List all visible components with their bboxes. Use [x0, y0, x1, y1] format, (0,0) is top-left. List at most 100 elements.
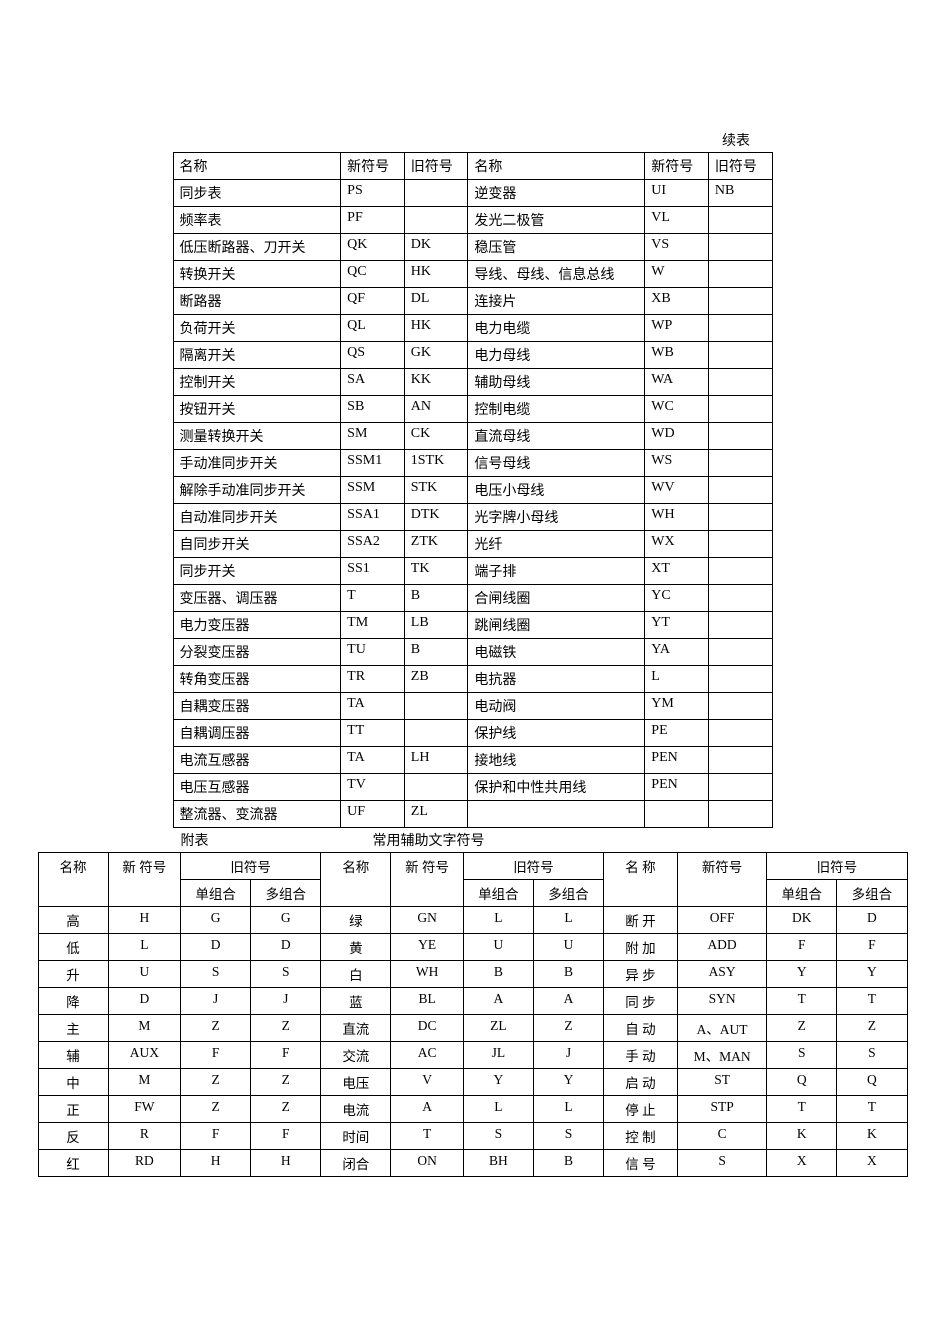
table1-cell: WS [645, 450, 709, 477]
table1-cell: KK [404, 369, 468, 396]
table-row: 负荷开关QLHK电力电缆WP [173, 315, 772, 342]
table1-cell: B [404, 639, 468, 666]
table1-cell: 自耦变压器 [173, 693, 341, 720]
table1-cell [708, 288, 772, 315]
table1-cell: 电流互感器 [173, 747, 341, 774]
table2-cell: Y [463, 1069, 533, 1096]
table1-cell [708, 450, 772, 477]
table1-cell [708, 423, 772, 450]
table2-cell: S [677, 1150, 766, 1177]
table1-cell: QF [341, 288, 405, 315]
table1-cell: 电压小母线 [468, 477, 645, 504]
table2-cell: A [463, 988, 533, 1015]
table2-cell: M [108, 1015, 180, 1042]
table1-cell: LB [404, 612, 468, 639]
table1-cell: 端子排 [468, 558, 645, 585]
table2-cell: X [837, 1150, 907, 1177]
table-row: 电力变压器TMLB跳闸线圈YT [173, 612, 772, 639]
table2-cell: SYN [677, 988, 766, 1015]
table2-header-cell: 名称 [38, 853, 108, 907]
table1-cell: 隔离开关 [173, 342, 341, 369]
table1-cell: 自动准同步开关 [173, 504, 341, 531]
table1-cell: 电力电缆 [468, 315, 645, 342]
table1-cell: ZB [404, 666, 468, 693]
table2-cell: D [251, 934, 321, 961]
table2-subheader-cell: 单组合 [767, 880, 837, 907]
table1-cell: XT [645, 558, 709, 585]
table1-cell: DK [404, 234, 468, 261]
table2-cell: 降 [38, 988, 108, 1015]
table1-cell: 分裂变压器 [173, 639, 341, 666]
table1-cell [708, 342, 772, 369]
table2-cell: 手 动 [604, 1042, 678, 1069]
table2-cell: 异 步 [604, 961, 678, 988]
table-row: 断路器QFDL连接片XB [173, 288, 772, 315]
table2-header-cell: 新 符号 [108, 853, 180, 907]
table1-cell [645, 801, 709, 828]
table-row: 测量转换开关SMCK直流母线WD [173, 423, 772, 450]
table1-cell: SB [341, 396, 405, 423]
table1-cell [708, 234, 772, 261]
table2-cell: L [463, 1096, 533, 1123]
table1-cell: 信号母线 [468, 450, 645, 477]
table1-header-cell: 旧符号 [404, 153, 468, 180]
table-row: 辅AUXFF交流ACJLJ手 动M、MANSS [38, 1042, 907, 1069]
table2-cell: BL [391, 988, 463, 1015]
table2-cell: Z [533, 1015, 603, 1042]
table2-cell: OFF [677, 907, 766, 934]
table1-cell: 负荷开关 [173, 315, 341, 342]
table-row: 按钮开关SBAN控制电缆WC [173, 396, 772, 423]
table-row: 低压断路器、刀开关QKDK稳压管VS [173, 234, 772, 261]
table1-cell [404, 720, 468, 747]
table-row: 升USS白WHBB异 步ASYYY [38, 961, 907, 988]
table2-cell: L [533, 907, 603, 934]
table1-cell: TU [341, 639, 405, 666]
table2-cell: A、AUT [677, 1015, 766, 1042]
table2-cell: 中 [38, 1069, 108, 1096]
table1-cell: VS [645, 234, 709, 261]
table1-cell: UI [645, 180, 709, 207]
table2-header-cell: 新 符号 [391, 853, 463, 907]
table1-cell: WD [645, 423, 709, 450]
table1-cell: UF [341, 801, 405, 828]
table1-header-cell: 新符号 [645, 153, 709, 180]
table1-cell: SSM1 [341, 450, 405, 477]
table-row: 手动准同步开关SSM11STK信号母线WS [173, 450, 772, 477]
table2-cell: 蓝 [321, 988, 391, 1015]
table1-cell: 跳闸线圈 [468, 612, 645, 639]
aux-symbols-title: 常用辅助文字符号 [373, 830, 773, 850]
table1-cell: 连接片 [468, 288, 645, 315]
table2-cell: Z [837, 1015, 907, 1042]
table1-cell: B [404, 585, 468, 612]
table1-cell [708, 477, 772, 504]
table2-cell: J [181, 988, 251, 1015]
table2-cell: B [533, 1150, 603, 1177]
table-row: 自动准同步开关SSA1DTK光字牌小母线WH [173, 504, 772, 531]
table-row: 整流器、变流器UFZL [173, 801, 772, 828]
table2-cell: B [463, 961, 533, 988]
table2-cell: 断 开 [604, 907, 678, 934]
table2-cell: GN [391, 907, 463, 934]
table2-cell: Z [181, 1096, 251, 1123]
table1-cell: ZTK [404, 531, 468, 558]
table2-cell: Q [837, 1069, 907, 1096]
table2-cell: U [463, 934, 533, 961]
table1-cell: VL [645, 207, 709, 234]
table1-cell: DTK [404, 504, 468, 531]
table1-cell: PF [341, 207, 405, 234]
table2-cell: F [181, 1123, 251, 1150]
table-row: 同步表PS逆变器UINB [173, 180, 772, 207]
table1-cell: WB [645, 342, 709, 369]
table2-cell: S [251, 961, 321, 988]
table1-cell: 同步开关 [173, 558, 341, 585]
table1-cell: YT [645, 612, 709, 639]
table1-cell: L [645, 666, 709, 693]
table2-cell: Z [767, 1015, 837, 1042]
table2-cell: ON [391, 1150, 463, 1177]
table1-cell: 电力母线 [468, 342, 645, 369]
table2-cell: Z [251, 1015, 321, 1042]
table2-cell: ZL [463, 1015, 533, 1042]
table1-header-cell: 名称 [173, 153, 341, 180]
table2-cell: 高 [38, 907, 108, 934]
table1-cell: 转角变压器 [173, 666, 341, 693]
